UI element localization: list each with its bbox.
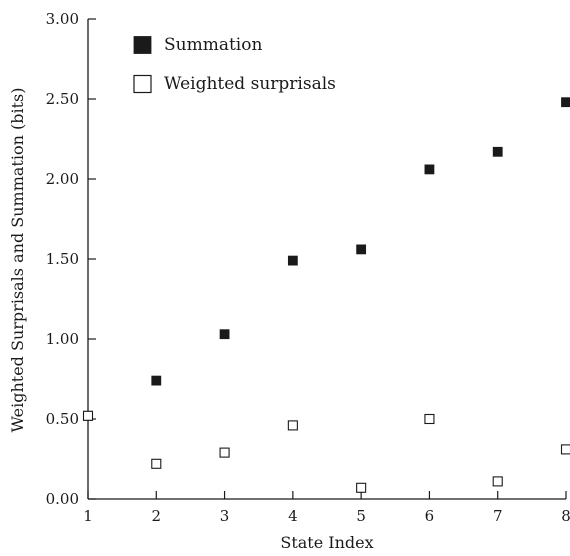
legend-swatch-summation [133,36,152,54]
legend-swatch-weighted-surprisals [133,74,152,94]
weighted-surprisal-point [82,410,94,421]
summation-point [287,255,298,266]
weighted-surprisal-point [151,458,162,469]
summation-point [151,375,162,386]
weighted-surprisal-point [492,476,503,487]
legend-label-summation: Summation [164,35,262,55]
y-tick-label: 2.00 [46,170,79,188]
x-tick-label: 3 [220,507,230,525]
summation-point [424,164,435,175]
weighted-surprisal-point [287,420,298,431]
legend: Summation Weighted surprisals [133,35,336,94]
y-tick-label: 0.50 [46,410,79,428]
weighted-surprisal-point [356,482,367,493]
x-tick-label: 5 [356,507,366,525]
weighted-surprisal-point [219,447,230,458]
y-tick-label: 1.50 [46,250,79,268]
summation-point [492,146,503,157]
y-tick-label: 1.00 [46,330,79,348]
x-tick-label: 4 [288,507,298,525]
data-markers [82,97,570,493]
tick-labels: 0.00 0.50 1.00 1.50 2.00 2.50 3.00 1 2 3 4 5 6 7 8 [46,10,570,525]
summation-point [219,329,230,340]
y-axis-title: Weighted Surprisals and Summation (bits) [8,88,27,433]
weighted-surprisal-point [424,413,435,425]
x-tick-label: 2 [152,507,162,525]
x-tick-label: 7 [493,507,503,525]
y-tick-label: 0.00 [46,490,79,508]
y-tick-label: 2.50 [46,90,79,108]
x-tick-label: 6 [425,507,435,525]
legend-label-weighted-surprisals: Weighted surprisals [164,74,336,94]
weighted-surprisal-point [560,444,570,455]
y-tick-label: 3.00 [46,10,79,28]
summation-point [561,97,570,108]
summation-point [356,244,367,255]
x-tick-label: 1 [83,507,93,525]
x-axis-title: State Index [280,533,373,552]
x-tick-label: 8 [561,507,570,525]
